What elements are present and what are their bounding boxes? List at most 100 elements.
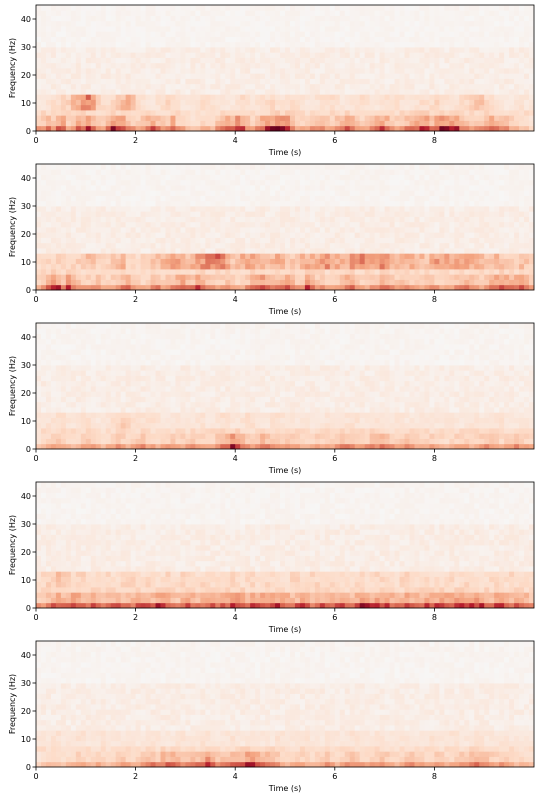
heatmap-cell [225,89,230,95]
heatmap-cell [86,180,91,186]
heatmap-cell [151,58,156,64]
heatmap-cell [310,175,315,181]
heatmap-cell [240,10,245,16]
heatmap-cell [355,31,360,37]
heatmap-cell [121,100,126,106]
heatmap-cell [350,243,355,249]
heatmap-cell [325,185,330,191]
heatmap-cell [325,180,330,186]
heatmap-cell [260,126,265,132]
heatmap-cell [449,115,454,121]
heatmap-cell [350,280,355,286]
heatmap-cell [260,243,265,249]
heatmap-cell [106,110,111,116]
heatmap-cell [56,73,61,79]
heatmap-cell [524,264,529,270]
heatmap-cell [56,26,61,32]
heatmap-cell [61,222,66,228]
heatmap-cell [419,164,424,170]
heatmap-cell [245,274,250,280]
heatmap-cell [345,206,350,212]
heatmap-cell [395,10,400,16]
heatmap-cell [320,126,325,132]
heatmap-cell [434,253,439,259]
heatmap-cell [175,5,180,11]
heatmap-cell [275,185,280,191]
heatmap-cell [170,94,175,100]
heatmap-cell [195,16,200,22]
heatmap-cell [220,79,225,85]
heatmap-cell [370,248,375,254]
heatmap-cell [235,201,240,207]
heatmap-cell [91,94,96,100]
heatmap-cell [405,211,410,217]
heatmap-cell [395,232,400,238]
heatmap-cell [156,444,161,450]
heatmap-cell [469,126,474,132]
heatmap-cell [255,280,260,286]
heatmap-cell [489,175,494,181]
heatmap-cell [524,280,529,286]
heatmap-cell [335,232,340,238]
heatmap-cell [111,206,116,212]
heatmap-cell [335,110,340,116]
heatmap-cell [111,269,116,275]
heatmap-cell [375,115,380,121]
heatmap-cell [61,5,66,11]
heatmap-cell [101,5,106,11]
heatmap-cell [185,175,190,181]
heatmap-cell [529,175,534,181]
heatmap-cell [230,115,235,121]
heatmap-cell [429,121,434,127]
heatmap-cell [424,68,429,74]
heatmap-cell [390,121,395,127]
heatmap-cell [91,175,96,181]
heatmap-cell [86,31,91,37]
heatmap-cell [175,164,180,170]
heatmap-cell [126,274,131,280]
heatmap-cell [270,37,275,43]
heatmap-cell [96,190,101,196]
heatmap-cell [429,94,434,100]
heatmap-cell [106,190,111,196]
heatmap-cell [260,206,265,212]
heatmap-cell [429,110,434,116]
heatmap-cell [46,73,51,79]
heatmap-cell [195,444,200,450]
heatmap-cell [340,79,345,85]
heatmap-cell [419,110,424,116]
heatmap-cell [529,190,534,196]
heatmap-cell [464,31,469,37]
heatmap-cell [146,444,151,450]
heatmap-cell [345,126,350,132]
heatmap-cell [61,238,66,244]
heatmap-cell [459,42,464,48]
heatmap-cell [514,280,519,286]
heatmap-cell [434,58,439,64]
heatmap-cell [151,16,156,22]
heatmap-cell [175,444,180,450]
heatmap-cell [170,232,175,238]
heatmap-cell [285,73,290,79]
heatmap-cell [370,253,375,259]
heatmap-cell [305,175,310,181]
heatmap-cell [41,164,46,170]
heatmap-cell [345,31,350,37]
heatmap-cell [414,185,419,191]
heatmap-cell [141,222,146,228]
heatmap-cell [240,227,245,233]
heatmap-cell [66,58,71,64]
heatmap-cell [71,42,76,48]
heatmap-cell [36,243,41,249]
heatmap-cell [370,201,375,207]
heatmap-cell [350,180,355,186]
heatmap-cell [185,217,190,223]
heatmap-cell [205,79,210,85]
heatmap-cell [126,232,131,238]
heatmap-cell [245,121,250,127]
heatmap-cell [180,73,185,79]
heatmap-cell [345,115,350,121]
heatmap-cell [255,26,260,32]
heatmap-cell [46,222,51,228]
heatmap-cell [285,164,290,170]
